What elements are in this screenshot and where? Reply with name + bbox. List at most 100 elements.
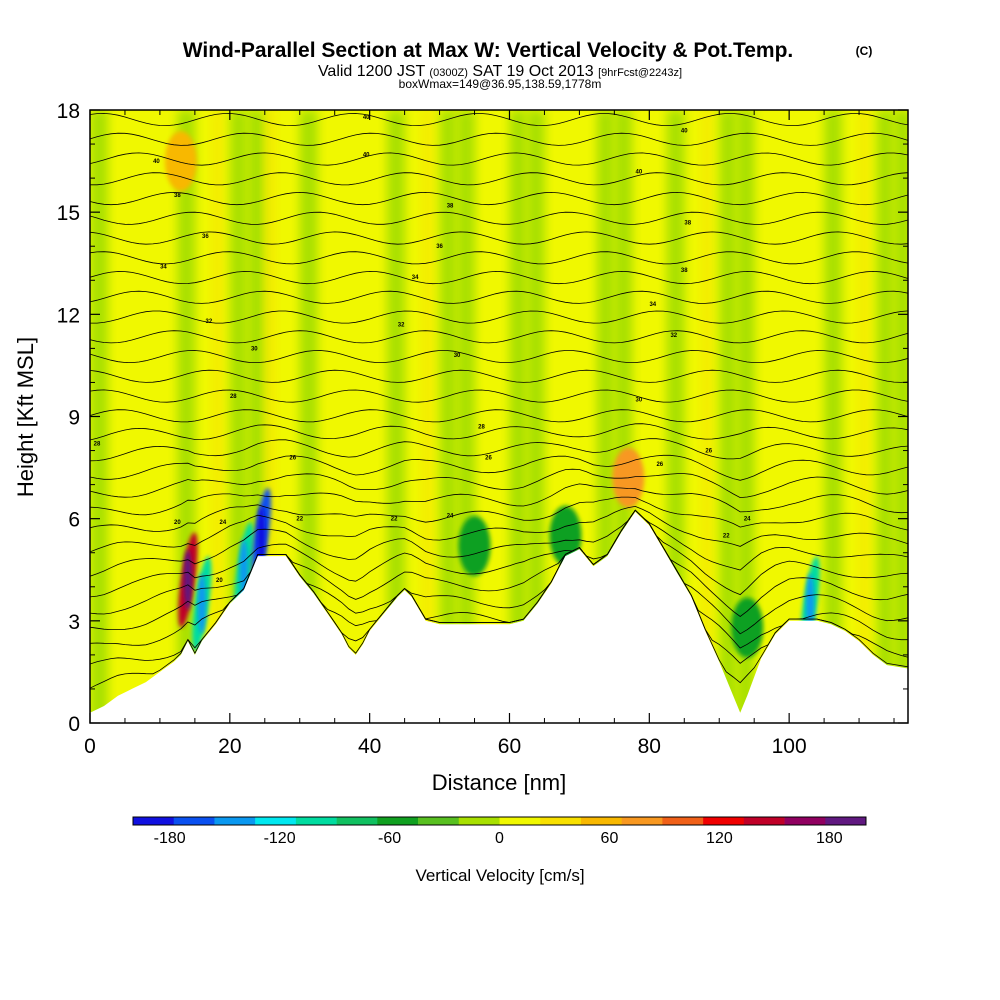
y-axis-label: Height [Kft MSL]	[13, 337, 38, 497]
contour-label: 40	[153, 159, 160, 165]
contour-label: 24	[447, 513, 454, 519]
colorbar-tick-label: 120	[706, 830, 733, 847]
theta-contour	[90, 505, 908, 553]
chart-subtitle: Valid 1200 JST (0300Z) SAT 19 Oct 2013 […	[318, 63, 682, 80]
colorbar-tick-label: -60	[378, 830, 401, 847]
colorbar-swatch	[214, 817, 256, 825]
chart-title: Wind-Parallel Section at Max W: Vertical…	[183, 39, 794, 62]
theta-contour	[90, 509, 908, 649]
velocity-feature	[164, 131, 197, 192]
theta-contour	[90, 483, 908, 516]
theta-contour	[90, 310, 908, 324]
colorbar-tick-label: -180	[154, 830, 186, 847]
theta-contours	[90, 112, 908, 689]
x-tick-label: 60	[498, 735, 521, 758]
y-tick-label: 9	[68, 407, 80, 430]
x-tick-label: 80	[638, 735, 661, 758]
theta-contour	[90, 330, 908, 344]
y-tick-label: 0	[68, 713, 80, 736]
contour-label: 22	[391, 517, 398, 523]
colorbar-swatch	[173, 817, 215, 825]
theta-contour-labels: 40 40 40 40 40 38 38 38 38 36 36 34 34 34 32 32 32 30 30 30…	[94, 115, 752, 584]
colorbar-swatch	[418, 817, 460, 825]
contour-label: 40	[363, 115, 370, 121]
contour-label: 26	[656, 462, 663, 468]
theta-contour	[90, 270, 908, 285]
contour-label: 20	[216, 578, 223, 584]
colorbar-swatch	[580, 817, 622, 825]
x-axis-label: Distance [nm]	[432, 770, 567, 795]
contour-label: 40	[363, 152, 370, 158]
theta-contour	[90, 350, 908, 364]
velocity-feature-core	[239, 539, 248, 600]
theta-contour	[90, 509, 908, 665]
field-band	[299, 110, 318, 723]
contour-label: 24	[744, 517, 751, 523]
theta-contour	[90, 509, 908, 617]
contour-label: 38	[447, 203, 454, 209]
contour-label: 38	[174, 193, 181, 199]
theta-contour	[90, 251, 908, 265]
field-band	[212, 110, 223, 723]
theta-contour	[90, 290, 908, 304]
colorbar-swatch	[499, 817, 541, 825]
contour-label: 34	[412, 275, 419, 281]
colorbar-swatch	[662, 817, 704, 825]
chart-title-mark: (C)	[856, 44, 873, 58]
contour-label: 40	[635, 169, 642, 175]
colorbar-swatch	[255, 817, 297, 825]
colorbar-tick-label: 0	[495, 830, 504, 847]
contour-label: 38	[681, 268, 688, 274]
contour-label: 24	[219, 520, 226, 526]
contour-label: 28	[94, 442, 101, 448]
velocity-feature	[731, 597, 764, 658]
colorbar-swatch	[540, 817, 582, 825]
field-band	[509, 110, 528, 723]
x-tick-label: 40	[358, 735, 381, 758]
colorbar-swatch	[825, 817, 867, 825]
theta-contour	[90, 152, 908, 166]
y-tick-label: 3	[68, 611, 80, 634]
field-band	[264, 110, 276, 723]
theta-contour	[90, 468, 908, 499]
theta-contour	[90, 509, 908, 577]
x-tick-label: 100	[772, 735, 807, 758]
chart-subtitle2: boxWmax=149@36.95,138.59,1778m	[399, 77, 602, 91]
contour-label: 32	[398, 323, 405, 329]
subtitle-forecast: [9hrFcst@2243z]	[598, 67, 682, 79]
colorbar-frame	[132, 816, 867, 826]
theta-contour	[90, 369, 908, 383]
theta-contour	[90, 211, 908, 225]
contour-label: 34	[649, 302, 656, 308]
colorbar-swatch	[377, 817, 419, 825]
subtitle-utc: (0300Z)	[429, 67, 468, 79]
theta-contour	[90, 438, 908, 462]
terrain	[90, 511, 908, 723]
field-band	[719, 110, 738, 723]
contour-label: 26	[289, 455, 296, 461]
theta-contour	[90, 496, 908, 532]
contour-label: 40	[681, 128, 688, 134]
contour-label: 36	[436, 244, 443, 250]
velocity-feature	[458, 515, 491, 576]
y-tick-label: 15	[57, 202, 80, 225]
contour-label: 30	[635, 397, 642, 403]
velocity-feature-core	[183, 549, 192, 610]
contour-label: 22	[296, 517, 303, 523]
field-band	[876, 110, 895, 723]
contour-label: 32	[206, 319, 213, 325]
contour-label: 28	[230, 394, 237, 400]
field-band	[736, 110, 755, 723]
x-tick-label: 20	[218, 735, 241, 758]
colorbar-swatch	[743, 817, 785, 825]
contour-label: 20	[174, 520, 181, 526]
theta-contour	[90, 409, 908, 423]
theta-contour	[90, 112, 908, 127]
field-band	[701, 110, 713, 723]
field-band	[824, 110, 843, 723]
colorbar-tick-label: 60	[601, 830, 619, 847]
x-axis: 0 20 40 60 80 100	[84, 110, 895, 758]
colorbar-swatch	[703, 817, 745, 825]
theta-contour	[90, 389, 908, 403]
